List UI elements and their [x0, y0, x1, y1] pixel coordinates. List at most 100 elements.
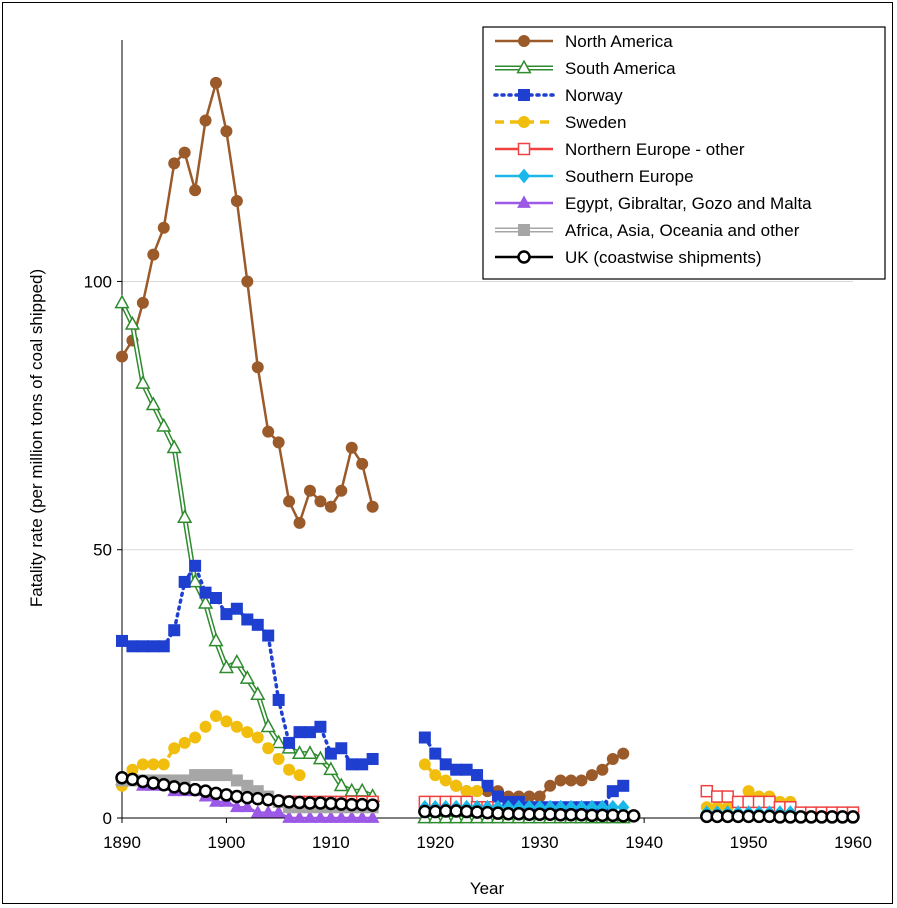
data-point [335, 484, 348, 497]
x-tick-label: 1960 [834, 833, 872, 852]
legend-marker [517, 250, 531, 264]
data-point [229, 799, 244, 813]
data-point [260, 718, 276, 733]
data-point [626, 809, 641, 823]
legend-entry: Egypt, Gibraltar, Gozo and Malta [495, 194, 812, 213]
legend-entry: South America [495, 59, 676, 78]
data-point [198, 784, 213, 798]
data-point [189, 559, 202, 572]
data-point [209, 592, 222, 605]
data-point [272, 752, 285, 765]
data-point [209, 76, 222, 89]
data-point [199, 769, 212, 782]
data-point [303, 484, 316, 497]
data-point [596, 763, 609, 776]
data-point [189, 731, 202, 744]
data-point [240, 799, 255, 813]
data-point [324, 747, 337, 760]
legend-entry: UK (coastwise shipments) [495, 248, 762, 267]
data-point [219, 788, 234, 802]
legend-entry: North America [495, 32, 673, 51]
x-tick-label: 1940 [625, 833, 663, 852]
data-point [251, 731, 264, 744]
data-point [230, 720, 243, 733]
data-point [220, 769, 233, 782]
data-point [168, 742, 181, 755]
legend-label: Norway [565, 86, 623, 105]
x-tick-label: 1950 [730, 833, 768, 852]
data-point [366, 752, 379, 765]
data-point [293, 769, 306, 782]
data-point [439, 774, 452, 787]
x-axis-title: Year [470, 879, 505, 898]
data-point [251, 618, 264, 631]
data-point [261, 804, 276, 818]
legend-entry: Norway [493, 86, 623, 105]
data-point [229, 653, 245, 668]
data-point [146, 776, 161, 790]
data-point [283, 736, 296, 749]
data-point [230, 194, 243, 207]
data-point [418, 758, 431, 771]
series-uk-coastwise-shipments [115, 771, 860, 824]
data-point [282, 810, 296, 823]
data-point [418, 731, 431, 744]
data-point [168, 624, 181, 637]
data-point [291, 745, 308, 760]
data-point [241, 275, 254, 288]
data-point [178, 736, 191, 749]
legend-label: UK (coastwise shipments) [565, 248, 762, 267]
data-point [272, 436, 285, 449]
data-point [450, 779, 463, 792]
y-tick-label: 50 [93, 541, 112, 560]
data-point [209, 794, 223, 807]
axes: 0 50 100 1890 1900 1910 1920 1930 1940 1950 1960 [84, 40, 872, 852]
legend-entry: Sweden [495, 113, 626, 132]
data-point [262, 629, 275, 642]
data-point [366, 500, 379, 513]
data-point [136, 774, 150, 789]
data-point [460, 785, 473, 798]
data-point [554, 774, 567, 787]
data-point [742, 785, 755, 798]
data-point [230, 774, 243, 787]
legend-entry: Africa, Asia, Oceania and other [495, 221, 800, 240]
data-point [606, 752, 619, 765]
data-point [303, 810, 317, 823]
legend-marker [518, 89, 530, 101]
data-point [365, 810, 380, 823]
data-point [147, 640, 160, 653]
data-point [209, 710, 222, 723]
x-tick-label: 1910 [312, 833, 350, 852]
data-point [197, 594, 214, 609]
data-point [262, 742, 275, 755]
data-point [283, 495, 296, 508]
y-tick-label: 0 [103, 809, 112, 828]
data-point [365, 798, 380, 812]
data-point [272, 693, 285, 706]
data-point [250, 686, 266, 701]
data-point [251, 361, 264, 374]
data-point [344, 810, 359, 823]
data-point [544, 779, 557, 792]
data-point [356, 457, 369, 470]
data-point [114, 294, 130, 309]
data-point [116, 634, 128, 647]
data-point [471, 769, 484, 782]
data-point [302, 745, 318, 760]
legend-label: Southern Europe [565, 167, 694, 186]
legend-label: Africa, Asia, Oceania and other [565, 221, 800, 240]
plot-area [114, 76, 860, 824]
data-point [199, 586, 212, 599]
data-point [241, 613, 254, 626]
data-point [168, 157, 181, 170]
legend-marker [518, 116, 530, 128]
data-point [617, 779, 630, 792]
data-point [189, 184, 202, 197]
data-point [333, 777, 349, 792]
data-point [136, 640, 149, 653]
data-point [188, 782, 202, 797]
data-point [220, 715, 233, 728]
data-point [292, 810, 307, 823]
